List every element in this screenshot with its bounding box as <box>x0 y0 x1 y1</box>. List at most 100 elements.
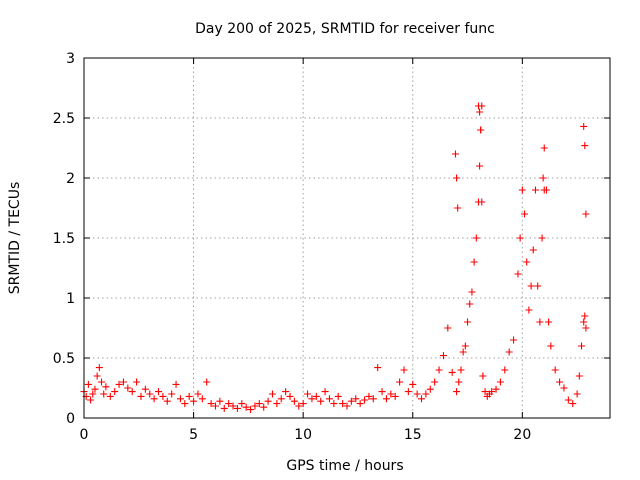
data-point <box>475 102 482 110</box>
data-point <box>304 390 312 398</box>
data-point <box>404 388 412 396</box>
data-point <box>581 142 589 150</box>
data-point <box>93 372 101 380</box>
data-point <box>128 388 136 396</box>
data-point <box>247 406 255 414</box>
data-point <box>220 404 228 412</box>
data-point <box>556 378 564 386</box>
data-point <box>194 390 202 398</box>
data-point <box>523 258 531 266</box>
data-point <box>141 385 149 393</box>
data-point <box>492 385 500 393</box>
data-point <box>431 378 439 386</box>
data-point <box>582 210 590 218</box>
data-point <box>325 395 333 403</box>
data-point <box>273 400 281 408</box>
data-point <box>444 324 452 332</box>
data-point <box>207 400 215 408</box>
data-point <box>124 384 132 392</box>
data-point <box>264 397 272 405</box>
data-point <box>514 270 522 278</box>
data-point <box>84 380 92 388</box>
y-tick-label: 2.5 <box>53 111 75 127</box>
data-point <box>365 392 373 400</box>
data-point <box>575 372 583 380</box>
data-point <box>481 388 489 396</box>
data-point <box>426 385 434 393</box>
data-point <box>521 210 529 218</box>
data-point <box>203 378 211 386</box>
data-point <box>477 126 485 134</box>
data-point <box>100 390 108 398</box>
data-point <box>451 150 459 158</box>
data-point <box>137 392 145 400</box>
data-point <box>418 395 426 403</box>
data-point <box>382 395 390 403</box>
data-point <box>238 400 246 408</box>
data-point <box>159 392 167 400</box>
y-tick-label: 2 <box>66 171 75 187</box>
data-point <box>89 390 97 398</box>
data-point <box>87 396 95 404</box>
data-point <box>260 403 268 411</box>
data-point <box>476 162 484 170</box>
data-point <box>439 352 447 360</box>
data-point <box>488 388 496 396</box>
data-point <box>378 388 386 396</box>
data-point <box>268 390 276 398</box>
data-point <box>282 388 290 396</box>
data-point <box>163 397 171 405</box>
data-point <box>198 395 206 403</box>
data-point <box>545 318 553 326</box>
data-point <box>422 390 430 398</box>
data-point <box>352 395 360 403</box>
data-point <box>540 186 548 194</box>
data-point <box>413 390 421 398</box>
data-point <box>181 400 189 408</box>
data-point <box>538 234 546 242</box>
data-point <box>317 397 325 405</box>
data-point <box>409 380 417 388</box>
x-tick-label: 20 <box>513 427 531 443</box>
data-point <box>518 186 526 194</box>
data-point <box>529 246 537 254</box>
data-point <box>216 397 224 405</box>
data-point <box>527 282 535 290</box>
data-point <box>564 396 572 404</box>
data-point <box>339 400 347 408</box>
data-point <box>479 372 487 380</box>
data-point <box>476 108 484 116</box>
data-point <box>369 395 377 403</box>
data-point <box>453 388 461 396</box>
data-point <box>229 402 237 410</box>
x-tick-label: 10 <box>294 427 312 443</box>
data-point <box>277 395 285 403</box>
y-tick-label: 0 <box>66 411 75 427</box>
data-point <box>176 395 184 403</box>
data-point <box>255 400 263 408</box>
data-point <box>91 385 99 393</box>
data-point <box>225 400 233 408</box>
data-point <box>510 336 518 344</box>
x-tick-label: 15 <box>404 427 422 443</box>
data-point <box>580 122 588 130</box>
data-point <box>374 364 382 372</box>
data-point <box>155 388 163 396</box>
data-point <box>190 397 198 405</box>
x-tick-label: 5 <box>189 427 198 443</box>
data-point <box>356 400 364 408</box>
data-point <box>551 366 559 374</box>
data-point <box>457 366 465 374</box>
data-point <box>361 396 369 404</box>
data-point <box>308 395 316 403</box>
data-point <box>133 378 141 386</box>
data-point <box>330 400 338 408</box>
data-point <box>466 300 474 308</box>
data-point <box>573 390 581 398</box>
y-axis-label: SRMTID / TECUs <box>7 182 23 295</box>
data-point <box>312 392 320 400</box>
data-point <box>172 380 180 388</box>
data-point <box>464 318 472 326</box>
